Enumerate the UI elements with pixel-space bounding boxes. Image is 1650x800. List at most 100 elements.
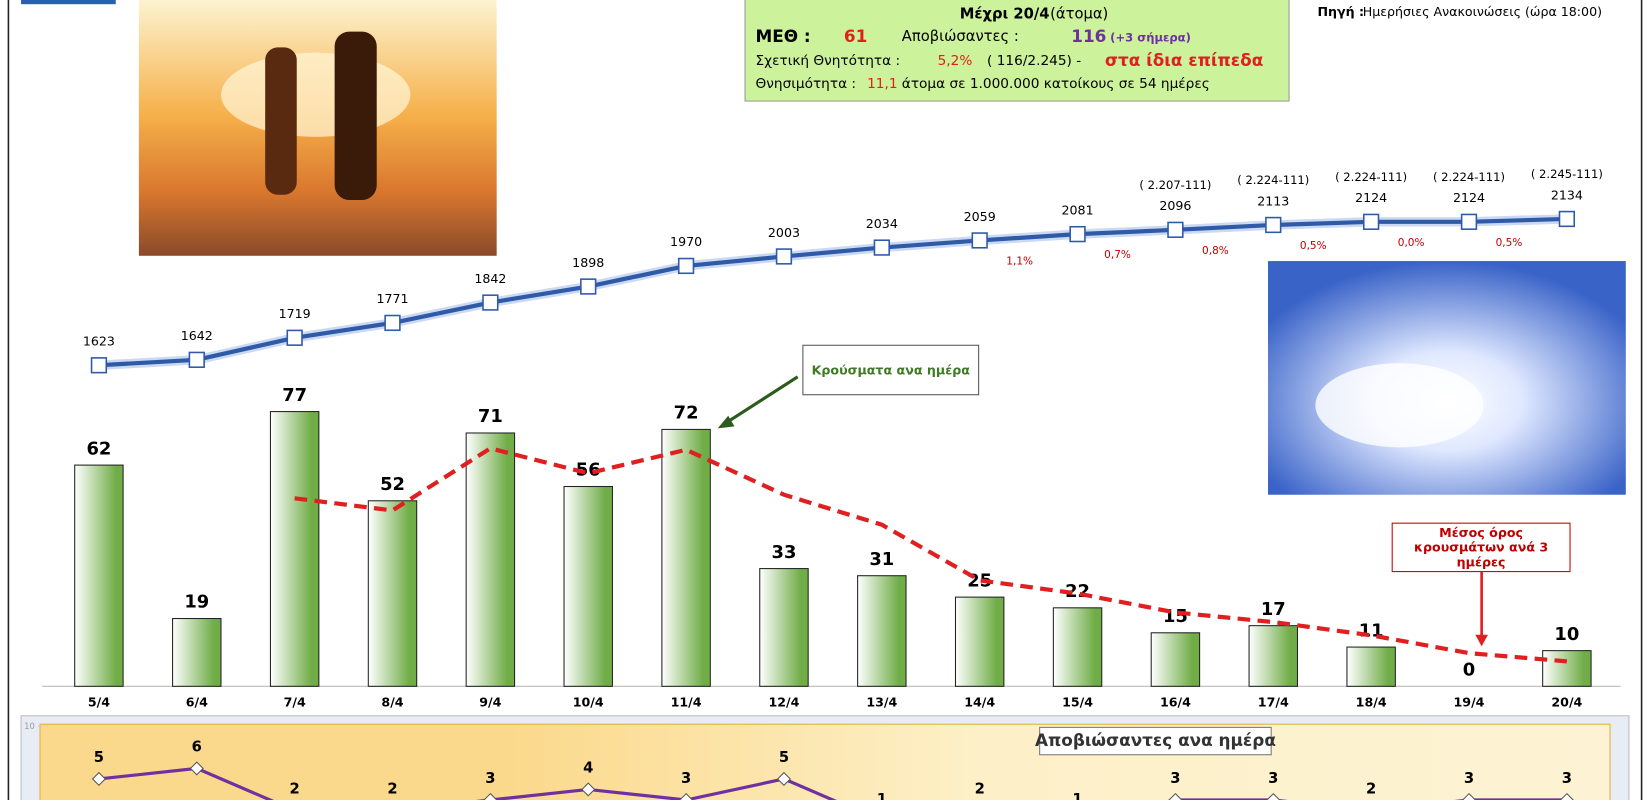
data-label: 2 <box>1366 780 1376 797</box>
marker <box>1461 792 1477 800</box>
marker <box>1265 216 1282 234</box>
change-label: 0,5% <box>1300 240 1327 252</box>
marker <box>679 792 694 800</box>
x-tick-label: 6/4 <box>186 695 208 710</box>
marker <box>1266 792 1281 800</box>
point-note: ( 2.207-111) <box>1139 178 1211 192</box>
marker <box>971 232 988 249</box>
x-tick-label: 11/4 <box>671 695 702 710</box>
data-label: 71 <box>478 406 503 427</box>
x-tick-label: 8/4 <box>381 695 403 710</box>
data-label: 2059 <box>964 209 996 224</box>
x-tick-label: 18/4 <box>1356 695 1387 710</box>
frame <box>7 0 1643 800</box>
marker <box>482 294 499 311</box>
bar <box>563 485 613 687</box>
data-label: 77 <box>282 385 307 406</box>
deaths-panel: Αποβιώσαντες ανα ημέρα <box>20 715 1630 800</box>
marker <box>189 761 204 776</box>
data-label: 1898 <box>572 255 604 270</box>
data-label: 2 <box>975 780 985 797</box>
bar <box>74 464 124 687</box>
marker <box>1558 210 1576 228</box>
bar <box>465 432 516 687</box>
x-tick-label: 14/4 <box>964 695 995 710</box>
deaths-label: Αποβιώσαντες : <box>902 28 1019 45</box>
data-label: 1642 <box>181 328 213 343</box>
bar <box>172 617 222 687</box>
marker <box>1460 213 1478 230</box>
bar <box>759 568 809 687</box>
data-label: 3 <box>1170 770 1180 787</box>
x-tick-label: 16/4 <box>1160 695 1191 710</box>
marker <box>776 771 792 787</box>
data-label: 3 <box>485 770 495 787</box>
x-tick-label: 19/4 <box>1454 695 1485 710</box>
bar <box>1542 650 1592 687</box>
marker <box>188 351 205 368</box>
data-label: 52 <box>380 474 405 495</box>
data-label: 33 <box>772 542 797 563</box>
marker <box>873 239 890 256</box>
data-label: 3 <box>681 770 691 787</box>
info-box: Μέχρι 20/4 (άτομα) ΜΕΘ : 61 Αποβιώσαντες… <box>744 0 1290 102</box>
bar <box>269 411 320 687</box>
data-label: 72 <box>674 403 699 424</box>
data-label: 2034 <box>866 216 898 231</box>
bar <box>1248 625 1299 687</box>
data-label: 3 <box>1464 770 1474 787</box>
source-text: Ημερήσιες Ανακοινώσεις (ώρα 18:00) <box>1363 4 1602 19</box>
data-label: 2134 <box>1551 187 1583 202</box>
marker <box>1559 792 1574 800</box>
source-label: Πηγή : <box>1317 4 1364 19</box>
change-label: 1,1% <box>1006 255 1033 267</box>
mortality-value: 11,1 <box>867 76 897 92</box>
data-label: 1771 <box>376 291 408 306</box>
data-label: 17 <box>1261 599 1286 620</box>
bar <box>954 596 1005 687</box>
marker <box>775 248 793 265</box>
data-label: 2124 <box>1453 190 1485 205</box>
cfr-value: 5,2% <box>938 53 973 69</box>
change-label: 0,8% <box>1202 245 1229 257</box>
marker <box>1167 221 1184 238</box>
marker <box>581 782 596 797</box>
photo-sky <box>1268 261 1626 495</box>
point-note: ( 2.224-111) <box>1237 173 1309 187</box>
marker <box>483 792 498 800</box>
x-tick-label: 12/4 <box>768 695 799 710</box>
marker <box>91 771 106 787</box>
bar <box>1150 632 1201 687</box>
deaths-today: (+3 σήμερα) <box>1110 30 1191 44</box>
marker <box>1069 225 1086 243</box>
line <box>98 216 1567 368</box>
data-label: 1842 <box>474 271 506 286</box>
marker <box>1168 792 1183 800</box>
marker <box>286 329 303 346</box>
change-label: 0,5% <box>1496 237 1523 249</box>
bar <box>1052 607 1103 687</box>
x-tick-label: 7/4 <box>284 695 306 710</box>
data-label: 5 <box>94 749 104 766</box>
bar <box>367 500 418 687</box>
data-label: 19 <box>184 592 209 613</box>
point-note: ( 2.224-111) <box>1433 170 1505 184</box>
x-tick-label: 20/4 <box>1551 695 1582 710</box>
data-label: 3 <box>1562 770 1572 787</box>
data-label: 10 <box>1554 624 1579 645</box>
x-tick-label: 13/4 <box>866 695 897 710</box>
cfr-detail: ( 116/2.245) - <box>987 53 1081 69</box>
cfr-label: Σχετική Θνητότητα : <box>756 53 901 69</box>
data-label: 2113 <box>1257 193 1289 208</box>
cfr-note: στα ίδια επίπεδα <box>1105 50 1263 70</box>
data-label: 56 <box>576 460 601 481</box>
data-label: 31 <box>869 549 894 570</box>
callout-text: Κρούσματα ανα ημέρα <box>811 362 970 378</box>
data-label: 0 <box>1463 660 1475 681</box>
marker <box>384 314 401 332</box>
marker <box>677 257 695 275</box>
data-label: 2124 <box>1355 190 1387 205</box>
x-tick-label: 17/4 <box>1258 695 1289 710</box>
data-label: 2 <box>387 780 397 797</box>
marker <box>1362 213 1380 230</box>
